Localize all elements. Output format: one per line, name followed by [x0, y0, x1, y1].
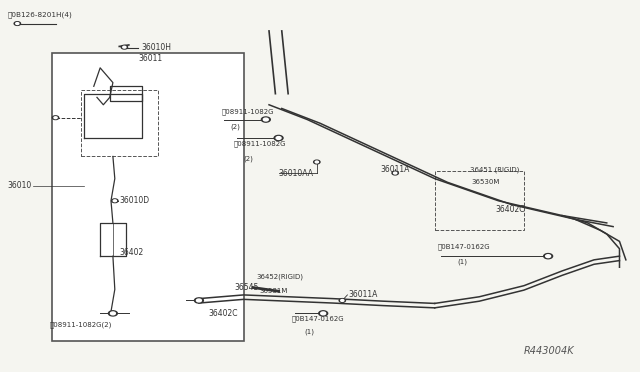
- Text: Ⓒ0B147-0162G: Ⓒ0B147-0162G: [438, 244, 490, 250]
- Text: 36011: 36011: [138, 54, 163, 63]
- Circle shape: [113, 200, 116, 202]
- Circle shape: [14, 22, 20, 25]
- Text: 36010: 36010: [8, 182, 32, 190]
- Text: 36402C: 36402C: [209, 309, 238, 318]
- Circle shape: [195, 298, 204, 303]
- Text: 36010AA: 36010AA: [278, 169, 314, 177]
- Circle shape: [111, 199, 118, 203]
- Circle shape: [316, 161, 319, 163]
- Circle shape: [340, 299, 344, 301]
- Text: 36011A: 36011A: [381, 165, 410, 174]
- Circle shape: [16, 23, 19, 25]
- Text: Ⓒ08911-1082G(2): Ⓒ08911-1082G(2): [49, 321, 111, 328]
- Bar: [81, 90, 157, 157]
- Circle shape: [321, 312, 326, 315]
- Text: 36451 (RIGID): 36451 (RIGID): [470, 166, 519, 173]
- Bar: [52, 53, 244, 341]
- Circle shape: [54, 117, 57, 119]
- Text: 36452(RIGID): 36452(RIGID): [256, 273, 303, 280]
- Circle shape: [394, 172, 397, 174]
- Text: 36011A: 36011A: [349, 291, 378, 299]
- Circle shape: [121, 45, 127, 49]
- Circle shape: [261, 117, 270, 122]
- Text: (2): (2): [231, 124, 241, 130]
- Text: 36530M: 36530M: [472, 179, 500, 185]
- Circle shape: [339, 299, 346, 302]
- Circle shape: [123, 46, 126, 48]
- Bar: [435, 171, 524, 230]
- Text: Ⓒ08911-1082G: Ⓒ08911-1082G: [234, 140, 287, 147]
- Text: 36531M: 36531M: [259, 288, 288, 294]
- Circle shape: [111, 312, 115, 315]
- Text: 36402C: 36402C: [495, 205, 525, 215]
- Circle shape: [264, 118, 268, 121]
- Circle shape: [319, 311, 328, 316]
- Circle shape: [274, 135, 283, 141]
- Text: 36545: 36545: [234, 283, 259, 292]
- Text: Ⓒ0B126-8201H(4): Ⓒ0B126-8201H(4): [8, 12, 72, 18]
- Circle shape: [108, 311, 117, 316]
- Circle shape: [276, 137, 281, 140]
- Circle shape: [392, 171, 398, 175]
- Text: (1): (1): [457, 259, 467, 265]
- Circle shape: [52, 116, 59, 119]
- Text: 36010H: 36010H: [141, 43, 172, 52]
- Circle shape: [314, 160, 320, 164]
- Circle shape: [543, 254, 552, 259]
- Text: R443004K: R443004K: [524, 346, 575, 356]
- Circle shape: [196, 299, 202, 302]
- Text: (2): (2): [244, 155, 253, 161]
- Text: (1): (1): [304, 328, 314, 335]
- Text: 36010D: 36010D: [119, 196, 149, 205]
- Circle shape: [546, 255, 550, 257]
- Text: Ⓒ08911-1082G: Ⓒ08911-1082G: [221, 109, 274, 115]
- Text: 36402: 36402: [119, 248, 143, 257]
- Text: Ⓒ0B147-0162G: Ⓒ0B147-0162G: [291, 315, 344, 322]
